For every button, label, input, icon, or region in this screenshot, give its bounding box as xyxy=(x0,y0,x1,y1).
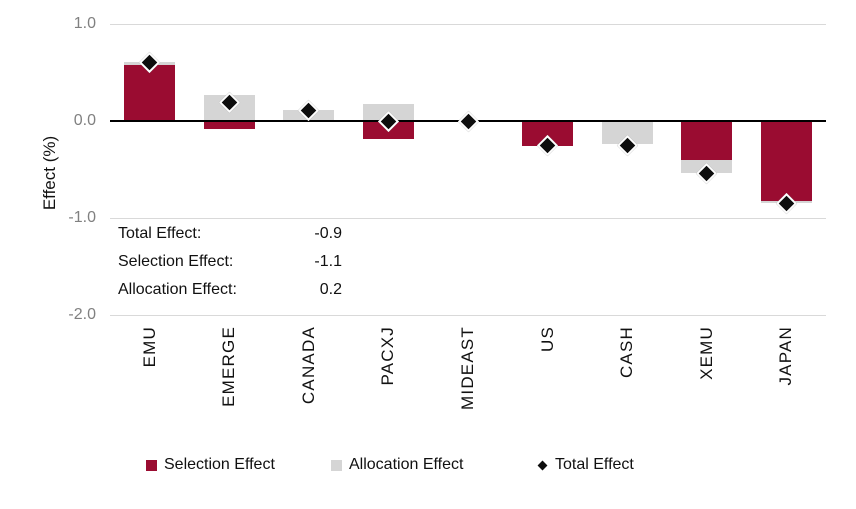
bar-selection-effect xyxy=(681,121,733,160)
legend-item-allocation: Allocation Effect xyxy=(331,456,463,474)
gridline xyxy=(110,315,826,316)
summary-value: 0.2 xyxy=(319,281,342,298)
summary-label: Selection Effect: xyxy=(118,253,234,270)
x-axis-category-label: EMERGE xyxy=(219,326,239,407)
total-diamond-icon xyxy=(537,460,548,470)
y-axis-tick-label: -2.0 xyxy=(68,306,96,323)
legend-item-total: Total Effect xyxy=(537,456,634,474)
x-axis-category-label: XEMU xyxy=(696,326,716,380)
legend-label: Selection Effect xyxy=(164,456,275,473)
summary-row-total: Total Effect: -0.9 xyxy=(118,220,342,248)
bar-selection-effect xyxy=(760,121,812,201)
summary-row-selection: Selection Effect: -1.1 xyxy=(118,248,342,276)
y-axis-tick-label: 1.0 xyxy=(73,15,96,32)
summary-row-allocation: Allocation Effect: 0.2 xyxy=(118,276,342,304)
total-effect-diamond-marker xyxy=(457,110,479,132)
x-axis-category-label: CASH xyxy=(617,326,637,379)
x-axis-category-label: US xyxy=(537,326,557,353)
x-axis-category-label: PACXJ xyxy=(378,326,398,386)
x-axis-category-label: CANADA xyxy=(298,326,318,405)
summary-label: Total Effect: xyxy=(118,225,202,242)
summary-block: Total Effect: -0.9 Selection Effect: -1.… xyxy=(118,220,342,304)
y-axis-title: Effect (%) xyxy=(40,135,59,211)
allocation-swatch-icon xyxy=(331,459,342,471)
selection-swatch-icon xyxy=(146,459,157,471)
y-axis-tick-label: -1.0 xyxy=(68,209,96,226)
x-axis-category-label: EMU xyxy=(139,326,159,368)
legend-label: Total Effect xyxy=(555,456,634,473)
x-axis-category-label: MIDEAST xyxy=(458,326,477,410)
y-axis-tick-label: 0.0 xyxy=(73,112,96,129)
bar-selection-effect xyxy=(203,121,255,129)
legend-item-selection: Selection Effect xyxy=(146,456,275,474)
x-axis-category-label: JAPAN xyxy=(776,326,796,386)
bar-selection-effect xyxy=(124,64,176,121)
gridline xyxy=(110,24,826,25)
summary-value: -0.9 xyxy=(314,225,342,242)
gridline xyxy=(110,218,826,219)
bar-allocation-effect xyxy=(601,121,653,145)
summary-label: Allocation Effect: xyxy=(118,281,237,298)
y-axis-title-wrap: Effect (%) xyxy=(40,63,60,283)
legend-label: Allocation Effect xyxy=(349,456,464,473)
summary-value: -1.1 xyxy=(314,253,342,270)
